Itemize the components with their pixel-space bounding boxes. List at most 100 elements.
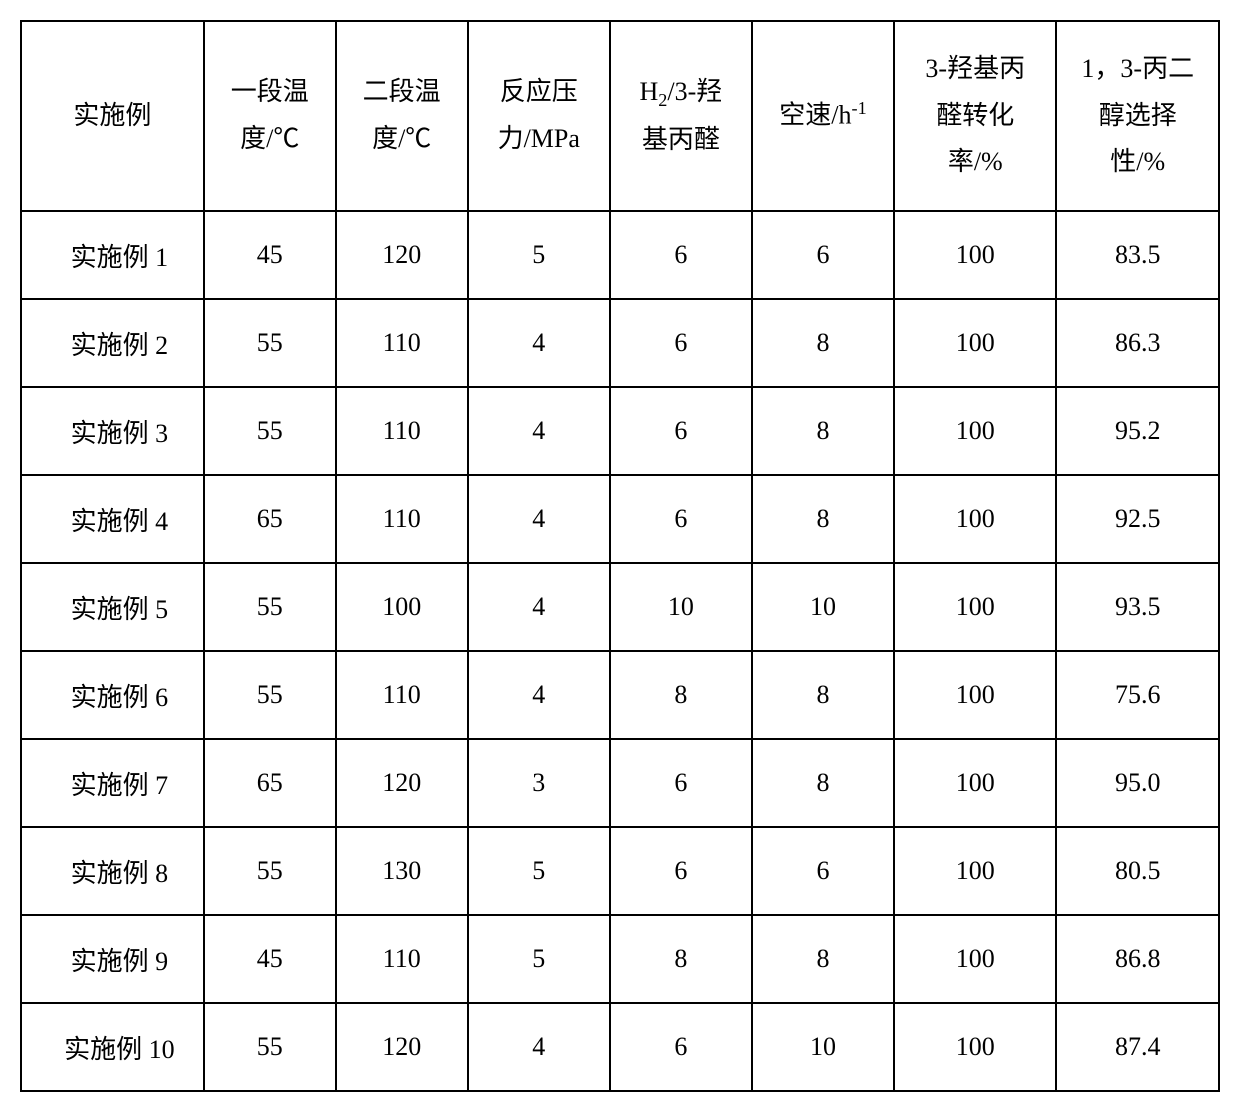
cell-conversion: 100 xyxy=(894,827,1056,915)
table-row: 实施例 85513056610080.5 xyxy=(21,827,1219,915)
table-row: 实施例 1055120461010087.4 xyxy=(21,1003,1219,1091)
cell-temp1: 65 xyxy=(204,739,336,827)
cell-pressure: 4 xyxy=(468,651,610,739)
cell-pressure: 5 xyxy=(468,211,610,299)
cell-h2ratio: 6 xyxy=(610,739,752,827)
cell-example: 实施例 2 xyxy=(21,299,204,387)
cell-spacevel: 10 xyxy=(752,1003,894,1091)
cell-conversion: 100 xyxy=(894,387,1056,475)
cell-pressure: 5 xyxy=(468,915,610,1003)
cell-spacevel: 8 xyxy=(752,475,894,563)
cell-temp1: 55 xyxy=(204,827,336,915)
cell-spacevel: 6 xyxy=(752,211,894,299)
cell-temp2: 130 xyxy=(336,827,468,915)
cell-conversion: 100 xyxy=(894,915,1056,1003)
cell-example: 实施例 8 xyxy=(21,827,204,915)
cell-temp1: 45 xyxy=(204,211,336,299)
cell-conversion: 100 xyxy=(894,299,1056,387)
cell-h2ratio: 6 xyxy=(610,475,752,563)
table-row: 实施例 14512056610083.5 xyxy=(21,211,1219,299)
cell-temp2: 110 xyxy=(336,299,468,387)
cell-temp2: 120 xyxy=(336,739,468,827)
cell-temp2: 100 xyxy=(336,563,468,651)
cell-selectivity: 83.5 xyxy=(1056,211,1219,299)
table-head: 实施例一段温度/℃二段温度/℃反应压力/MPaH2/3-羟基丙醛空速/h-13-… xyxy=(21,21,1219,211)
header-cell-selectivity: 1，3-丙二醇选择性/% xyxy=(1056,21,1219,211)
cell-spacevel: 8 xyxy=(752,387,894,475)
cell-spacevel: 8 xyxy=(752,651,894,739)
cell-example: 实施例 10 xyxy=(21,1003,204,1091)
cell-h2ratio: 6 xyxy=(610,299,752,387)
table-row: 实施例 35511046810095.2 xyxy=(21,387,1219,475)
cell-h2ratio: 10 xyxy=(610,563,752,651)
header-cell-conversion: 3-羟基丙醛转化率/% xyxy=(894,21,1056,211)
cell-selectivity: 75.6 xyxy=(1056,651,1219,739)
cell-temp1: 65 xyxy=(204,475,336,563)
cell-selectivity: 87.4 xyxy=(1056,1003,1219,1091)
table-row: 实施例 94511058810086.8 xyxy=(21,915,1219,1003)
cell-example: 实施例 9 xyxy=(21,915,204,1003)
cell-selectivity: 95.0 xyxy=(1056,739,1219,827)
cell-conversion: 100 xyxy=(894,651,1056,739)
cell-conversion: 100 xyxy=(894,739,1056,827)
cell-selectivity: 80.5 xyxy=(1056,827,1219,915)
cell-selectivity: 86.3 xyxy=(1056,299,1219,387)
cell-example: 实施例 4 xyxy=(21,475,204,563)
cell-pressure: 3 xyxy=(468,739,610,827)
header-cell-spacevel: 空速/h-1 xyxy=(752,21,894,211)
table-row: 实施例 65511048810075.6 xyxy=(21,651,1219,739)
cell-pressure: 4 xyxy=(468,387,610,475)
header-cell-h2ratio: H2/3-羟基丙醛 xyxy=(610,21,752,211)
cell-temp2: 110 xyxy=(336,475,468,563)
cell-example: 实施例 1 xyxy=(21,211,204,299)
cell-pressure: 4 xyxy=(468,299,610,387)
data-table: 实施例一段温度/℃二段温度/℃反应压力/MPaH2/3-羟基丙醛空速/h-13-… xyxy=(20,20,1220,1092)
cell-temp1: 55 xyxy=(204,651,336,739)
table-row: 实施例 5551004101010093.5 xyxy=(21,563,1219,651)
cell-h2ratio: 6 xyxy=(610,387,752,475)
cell-spacevel: 8 xyxy=(752,299,894,387)
table-row: 实施例 25511046810086.3 xyxy=(21,299,1219,387)
header-cell-example: 实施例 xyxy=(21,21,204,211)
cell-temp1: 55 xyxy=(204,299,336,387)
cell-temp2: 110 xyxy=(336,651,468,739)
cell-h2ratio: 6 xyxy=(610,211,752,299)
cell-temp1: 55 xyxy=(204,563,336,651)
cell-temp1: 45 xyxy=(204,915,336,1003)
cell-h2ratio: 8 xyxy=(610,915,752,1003)
cell-temp2: 120 xyxy=(336,1003,468,1091)
cell-temp1: 55 xyxy=(204,1003,336,1091)
cell-temp2: 110 xyxy=(336,915,468,1003)
cell-h2ratio: 6 xyxy=(610,827,752,915)
table-row: 实施例 76512036810095.0 xyxy=(21,739,1219,827)
table-body: 实施例 14512056610083.5实施例 25511046810086.3… xyxy=(21,211,1219,1091)
cell-conversion: 100 xyxy=(894,1003,1056,1091)
cell-conversion: 100 xyxy=(894,211,1056,299)
cell-conversion: 100 xyxy=(894,475,1056,563)
table-row: 实施例 46511046810092.5 xyxy=(21,475,1219,563)
cell-example: 实施例 5 xyxy=(21,563,204,651)
cell-spacevel: 8 xyxy=(752,739,894,827)
header-row: 实施例一段温度/℃二段温度/℃反应压力/MPaH2/3-羟基丙醛空速/h-13-… xyxy=(21,21,1219,211)
header-cell-pressure: 反应压力/MPa xyxy=(468,21,610,211)
cell-selectivity: 92.5 xyxy=(1056,475,1219,563)
cell-h2ratio: 6 xyxy=(610,1003,752,1091)
cell-selectivity: 86.8 xyxy=(1056,915,1219,1003)
cell-example: 实施例 3 xyxy=(21,387,204,475)
cell-pressure: 4 xyxy=(468,475,610,563)
cell-h2ratio: 8 xyxy=(610,651,752,739)
header-cell-temp1: 一段温度/℃ xyxy=(204,21,336,211)
cell-pressure: 4 xyxy=(468,1003,610,1091)
cell-pressure: 5 xyxy=(468,827,610,915)
header-cell-temp2: 二段温度/℃ xyxy=(336,21,468,211)
cell-conversion: 100 xyxy=(894,563,1056,651)
cell-selectivity: 95.2 xyxy=(1056,387,1219,475)
cell-example: 实施例 6 xyxy=(21,651,204,739)
cell-selectivity: 93.5 xyxy=(1056,563,1219,651)
cell-spacevel: 8 xyxy=(752,915,894,1003)
cell-temp1: 55 xyxy=(204,387,336,475)
cell-pressure: 4 xyxy=(468,563,610,651)
cell-temp2: 120 xyxy=(336,211,468,299)
cell-spacevel: 10 xyxy=(752,563,894,651)
cell-temp2: 110 xyxy=(336,387,468,475)
